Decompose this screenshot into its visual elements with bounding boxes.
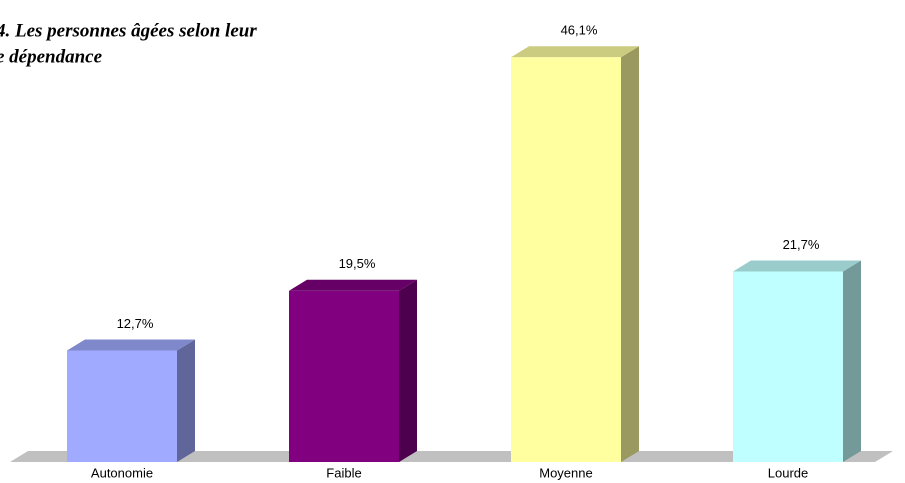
x-tick-label: Moyenne: [539, 465, 592, 480]
bar: [733, 271, 843, 462]
x-tick-label: Lourde: [768, 465, 808, 480]
chart-title: e dépendance: [0, 46, 103, 67]
x-tick-label: Autonomie: [91, 465, 153, 480]
bar-top: [511, 46, 639, 58]
bar: [67, 350, 177, 462]
bar-top: [289, 279, 417, 291]
bar-side: [621, 46, 639, 462]
chart-title: 4. Les personnes âgées selon leur: [0, 20, 257, 41]
bar-side: [843, 260, 861, 462]
x-tick-label: Faible: [326, 465, 361, 480]
bar: [289, 290, 399, 462]
bar-top: [733, 260, 861, 272]
floor: [10, 451, 893, 462]
value-label: 12,7%: [117, 316, 154, 331]
value-label: 46,1%: [561, 23, 598, 38]
bar-side: [177, 339, 195, 462]
bar-side: [399, 279, 417, 462]
value-label: 19,5%: [339, 256, 376, 271]
bar-top: [67, 339, 195, 351]
bar: [511, 57, 621, 462]
value-label: 21,7%: [783, 237, 820, 252]
